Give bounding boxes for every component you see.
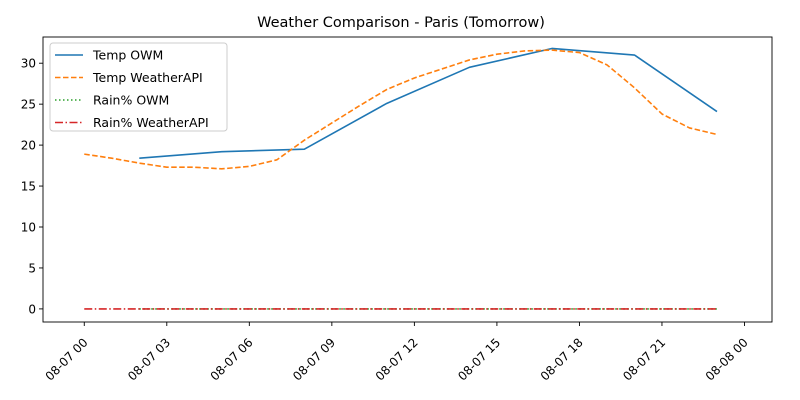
x-tick-label: 08-07 12 (373, 335, 421, 383)
legend-label-0: Temp OWM (92, 48, 163, 63)
y-tick-label: 15 (21, 180, 36, 194)
plot-area-frame (42, 36, 773, 323)
legend-label-2: Rain% OWM (93, 93, 169, 108)
y-tick-label: 30 (21, 57, 36, 71)
x-tick-label: 08-07 06 (208, 335, 256, 383)
y-tick-label: 10 (21, 221, 36, 235)
legend-box (49, 42, 228, 132)
x-tick-label: 08-07 09 (290, 335, 338, 383)
legend: Temp OWM Temp WeatherAPI Rain% OWM Rain% We… (49, 42, 228, 132)
x-tick-label: 08-07 18 (538, 335, 586, 383)
x-tick-label: 08-08 00 (703, 335, 751, 383)
y-tick-label: 25 (21, 98, 36, 112)
legend-label-1: Temp WeatherAPI (92, 70, 203, 85)
series-line-0 (139, 47, 718, 160)
x-tick-label: 08-07 15 (455, 335, 503, 383)
series-line-1 (84, 49, 718, 170)
x-axis: 08-07 00 08-07 03 08-07 06 08-07 09 08-07 12… (43, 322, 751, 383)
y-tick-label: 0 (28, 302, 36, 316)
x-tick-label: 08-07 21 (620, 335, 668, 383)
y-tick-label: 20 (21, 139, 36, 153)
chart-title: Weather Comparison - Paris (Tomorrow) (257, 15, 545, 31)
series-layer (84, 47, 718, 310)
y-axis: 0 5 10 15 20 25 30 (21, 57, 43, 316)
y-tick-label: 5 (28, 261, 36, 275)
x-tick-label: 08-07 03 (125, 335, 173, 383)
legend-label-3: Rain% WeatherAPI (93, 115, 209, 130)
x-tick-label: 08-07 00 (43, 335, 91, 383)
